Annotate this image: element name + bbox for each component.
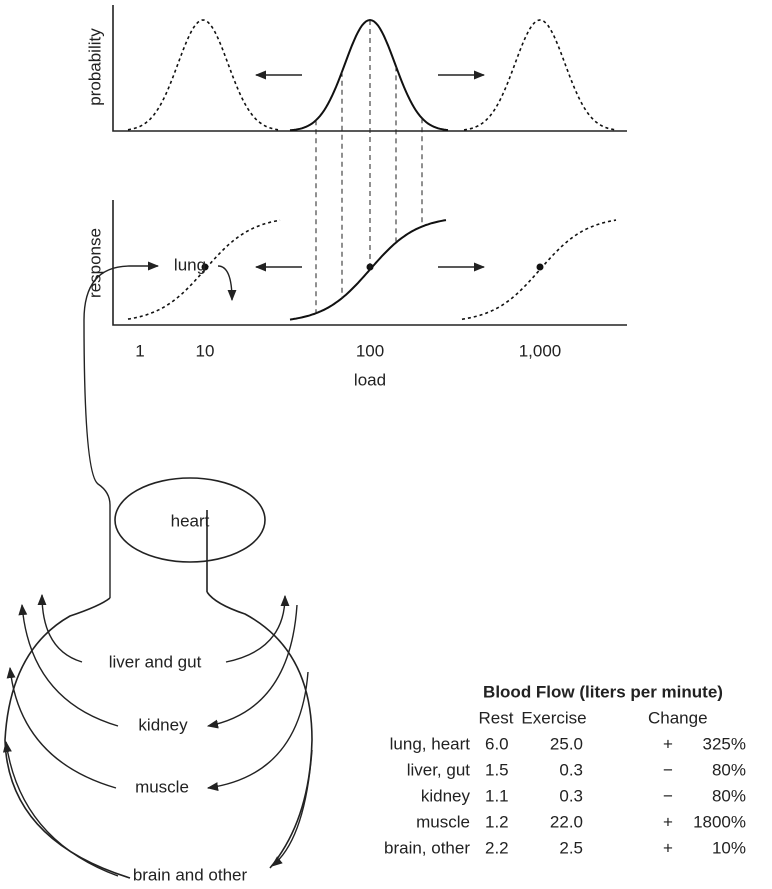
y-label: response: [85, 228, 104, 298]
table-cell: 1.2: [485, 812, 509, 831]
node-label: brain and other: [133, 865, 248, 884]
x-tick-label: 100: [356, 341, 384, 360]
arrow: [18, 603, 119, 727]
table-cell: +: [663, 812, 673, 831]
table-cell: 2.5: [559, 838, 583, 857]
row-label: brain, other: [384, 838, 470, 857]
arrow: [271, 749, 313, 867]
x-tick-label: 1,000: [519, 341, 562, 360]
midpoint-dot: [536, 263, 544, 271]
table-cell: 0.3: [559, 786, 583, 805]
column-header: Rest: [479, 708, 514, 727]
table-cell: 6.0: [485, 734, 509, 753]
arrow: [2, 740, 119, 877]
table-cell: 325%: [703, 734, 746, 753]
response-curve: [461, 219, 617, 321]
node-label: heart: [171, 511, 210, 530]
arrow: [217, 265, 237, 302]
probability-axes: [112, 5, 627, 132]
table-cell: 0.3: [559, 760, 583, 779]
arrow: [83, 261, 160, 598]
row-label: muscle: [416, 812, 470, 831]
x-tick-label: 1: [135, 341, 144, 360]
table-cell: −: [663, 760, 673, 779]
table-cell: 22.0: [550, 812, 583, 831]
y-label: probability: [85, 28, 104, 106]
table-cell: +: [663, 838, 673, 857]
node-label: liver and gut: [109, 652, 202, 671]
response-axes: [112, 200, 627, 326]
distribution-curve: [463, 19, 617, 131]
table-cell: −: [663, 786, 673, 805]
table-cell: 80%: [712, 760, 746, 779]
table-cell: 25.0: [550, 734, 583, 753]
row-label: kidney: [421, 786, 471, 805]
table-cell: 1800%: [693, 812, 746, 831]
midpoint-dot: [201, 263, 209, 271]
arrow: [206, 604, 298, 729]
table-cell: 80%: [712, 786, 746, 805]
table-cell: 2.2: [485, 838, 509, 857]
table-cell: 1.1: [485, 786, 509, 805]
table-cell: 1.5: [485, 760, 509, 779]
node-label: muscle: [135, 777, 189, 796]
body-left: [4, 597, 131, 879]
heart-ellipse: [114, 477, 266, 563]
table-cell: +: [663, 734, 673, 753]
node-label: kidney: [138, 715, 188, 734]
table-title: Blood Flow (liters per minute): [483, 682, 723, 701]
node-label: lung: [174, 255, 206, 274]
body-right: [206, 591, 313, 869]
arrow: [6, 666, 117, 789]
arrow: [206, 671, 309, 792]
distribution-curve: [289, 18, 449, 132]
arrow: [37, 593, 83, 663]
table: Rest Exercise Change lung, heart 6.0 25.0 +325…: [384, 708, 746, 857]
column-header: Exercise: [521, 708, 586, 727]
distribution-curve: [127, 19, 279, 131]
curves: [127, 18, 617, 321]
x-label: load: [354, 370, 386, 389]
row-label: liver, gut: [407, 760, 471, 779]
table-cell: 10%: [712, 838, 746, 857]
row-label: lung, heart: [390, 734, 471, 753]
arrow: [225, 594, 290, 663]
circulation: lung heart liver and gut kidney muscle b…: [2, 255, 313, 884]
x-tick-label: 10: [196, 341, 215, 360]
column-header: Change: [648, 708, 708, 727]
response-curve: [127, 219, 281, 320]
